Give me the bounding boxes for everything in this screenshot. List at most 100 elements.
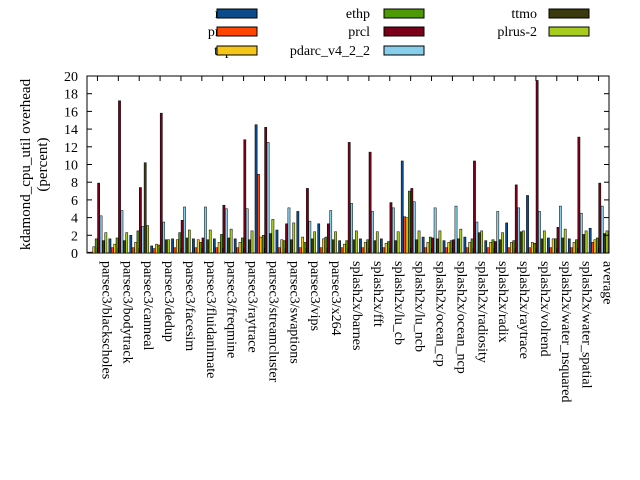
- bar-prcl-7: [243, 139, 247, 254]
- bar-thp-0: [92, 246, 96, 254]
- bar-thp-11: [322, 238, 325, 254]
- bar-prec-17: [445, 247, 448, 254]
- bar-prec-22: [549, 247, 553, 254]
- bar-ttmo-3: [164, 239, 168, 254]
- bar-prec-9: [278, 247, 281, 254]
- bar-pdarc_v4_2_2-21: [538, 211, 541, 254]
- bar-prcl-3: [159, 112, 163, 254]
- bar-thp-22: [551, 238, 555, 254]
- x-tick-label: parsec3/raytrace: [245, 261, 260, 353]
- bar-prec-20: [507, 247, 511, 254]
- bar-pdarc_v4_2_2-23: [579, 212, 583, 254]
- bar-rec-12: [338, 240, 341, 254]
- bar-pdarc_v4_2_2-20: [517, 207, 520, 254]
- bar-ttmo-1: [122, 240, 126, 254]
- bar-rec-13: [359, 238, 362, 254]
- bar-thp-13: [363, 242, 367, 254]
- bar-ttmo-12: [352, 239, 356, 254]
- bar-rec-21: [526, 195, 529, 254]
- bar-ttmo-7: [248, 239, 251, 254]
- bar-prec-15: [403, 216, 406, 254]
- bar-prec-10: [298, 247, 302, 254]
- bar-thp-6: [217, 242, 221, 254]
- bar-rec-8: [254, 124, 258, 254]
- bar-prcl-15: [410, 188, 414, 254]
- bar-plrus-2-13: [375, 231, 379, 254]
- bar-plrus-2-1: [125, 232, 129, 254]
- bar-plrus-2-11: [334, 231, 337, 254]
- y-axis-label-line: kdamond_cpu_util overhead: [18, 78, 34, 250]
- x-tick-label: splash2x/ocean_ncp: [453, 261, 468, 374]
- legend-swatch-rec: [216, 8, 258, 19]
- legend-label-ethp: ethp: [346, 7, 370, 22]
- bar-plrus-2-10: [313, 231, 316, 254]
- y-tick-label: 0: [71, 247, 78, 262]
- bar-rec-11: [317, 223, 321, 254]
- bar-pdarc_v4_2_2-11: [329, 210, 333, 254]
- x-tick-label: parsec3/blackscholes: [98, 261, 113, 379]
- bar-rec-4: [171, 238, 174, 254]
- y-tick-label: 20: [64, 70, 78, 85]
- x-tick-label: parsec3/x264: [328, 261, 343, 336]
- y-tick-label: 16: [64, 105, 78, 120]
- bar-ttmo-17: [457, 238, 460, 254]
- bar-thp-19: [489, 242, 492, 254]
- bar-pdarc_v4_2_2-5: [204, 206, 207, 254]
- bar-pdarc_v4_2_2-9: [287, 207, 291, 254]
- bar-thp-24: [593, 239, 597, 254]
- y-axis-label: kdamond_cpu_util overhead(percent): [18, 78, 51, 250]
- bar-thp-21: [530, 242, 534, 254]
- bar-rec-23: [567, 238, 571, 254]
- bar-plrus-2-21: [542, 230, 546, 254]
- bar-plrus-2-22: [563, 228, 567, 254]
- x-tick-label: parsec3/facesim: [182, 261, 197, 351]
- bar-pdarc_v4_2_2-16: [433, 207, 437, 254]
- x-tick-label: splash2x/barnes: [349, 261, 364, 350]
- bar-prcl-1: [118, 100, 121, 254]
- y-tick-label: 12: [64, 141, 78, 156]
- bar-prec-8: [257, 173, 260, 254]
- bar-thp-7: [238, 242, 242, 254]
- bar-pdarc_v4_2_2-1: [120, 210, 124, 254]
- bar-pdarc_v4_2_2-17: [454, 205, 458, 254]
- bar-pdarc_v4_2_2-8: [266, 142, 270, 254]
- x-tick-label: splash2x/radiosity: [474, 261, 489, 363]
- x-tick-label: parsec3/bodytrack: [119, 261, 134, 364]
- bar-plrus-2-24: [605, 230, 609, 254]
- bar-ttmo-5: [206, 239, 210, 254]
- bar-pdarc_v4_2_2-13: [371, 211, 374, 254]
- legend-swatch-plrus-2: [548, 26, 590, 37]
- bar-thp-1: [113, 243, 117, 254]
- y-tick-label: 18: [64, 88, 78, 103]
- bar-prcl-6: [222, 204, 226, 254]
- bar-rec-22: [547, 237, 550, 254]
- bar-ethp-15: [408, 190, 411, 254]
- x-tick-label: parsec3/fluidanimate: [203, 261, 218, 378]
- bar-prec-23: [570, 247, 574, 254]
- bar-pdarc_v4_2_2-2: [141, 226, 145, 254]
- bar-prcl-14: [389, 202, 393, 254]
- bar-ttmo-14: [394, 240, 398, 254]
- bar-pdarc_v4_2_2-0: [99, 215, 103, 254]
- legend-swatch-thp: [216, 45, 258, 56]
- bar-pdarc_v4_2_2-7: [245, 208, 249, 254]
- bar-rec-6: [212, 238, 216, 254]
- bar-ttmo-9: [290, 239, 293, 254]
- bar-rec-15: [400, 160, 404, 254]
- bar-pdarc_v4_2_2-12: [350, 203, 353, 254]
- bar-plrus-2-0: [104, 232, 108, 254]
- bar-ttmo-6: [227, 237, 231, 254]
- bar-prcl-24: [598, 182, 602, 254]
- bar-rec-24: [588, 227, 592, 254]
- bar-rec-2: [129, 235, 133, 254]
- bar-rec-5: [192, 238, 195, 254]
- bar-prcl-10: [306, 188, 309, 254]
- legend-swatch-pdarc_v4_2_2: [383, 45, 425, 56]
- y-axis: 0 2 4 6 8 10 12 14 16 18 20: [64, 70, 609, 262]
- bar-thp-20: [510, 242, 513, 254]
- bar-prcl-8: [264, 127, 268, 254]
- y-tick-label: 4: [71, 212, 78, 227]
- x-tick-label: parsec3/dedup: [161, 261, 176, 342]
- bar-rec-3: [150, 245, 154, 254]
- bar-thp-16: [426, 242, 430, 254]
